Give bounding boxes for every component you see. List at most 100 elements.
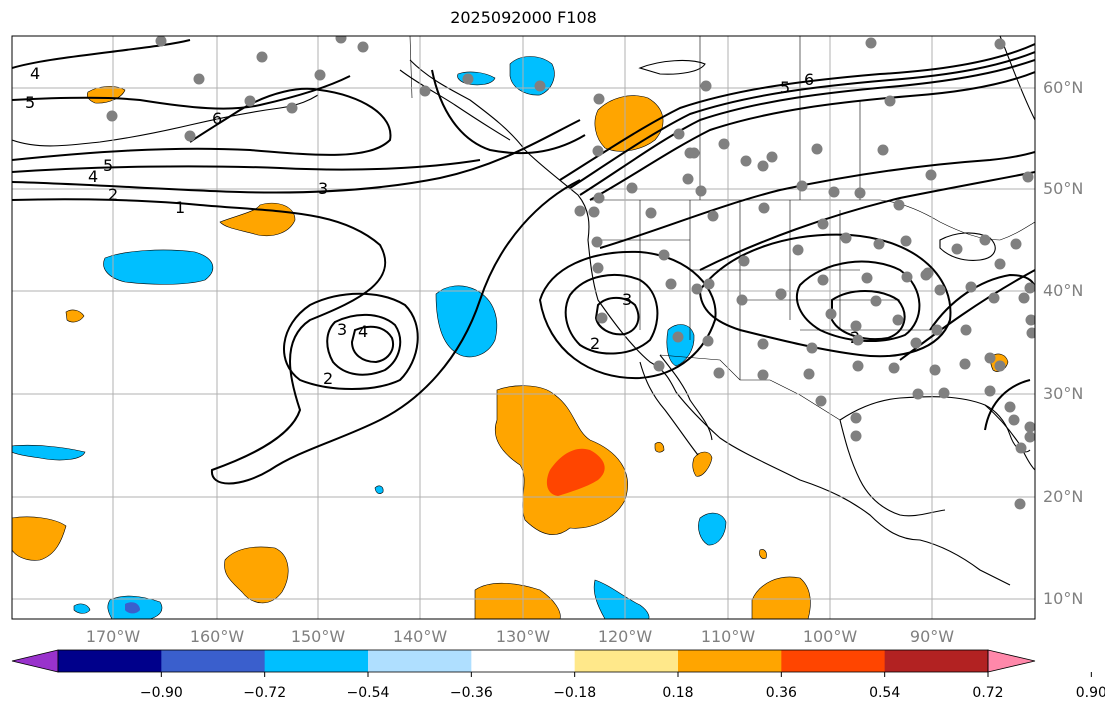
station-marker: [707, 210, 719, 222]
station-marker: [1015, 442, 1027, 454]
positive-anomaly-patch: [692, 451, 713, 477]
contour-label: 3: [622, 290, 632, 309]
lon-label: 110°W: [701, 627, 756, 646]
station-marker: [1024, 431, 1035, 443]
positive-anomaly-patch: [759, 549, 767, 559]
station-marker: [673, 128, 685, 140]
station-marker: [806, 342, 818, 354]
station-marker: [1004, 401, 1016, 413]
colorbar-segment: [884, 650, 989, 672]
station-marker: [1014, 498, 1026, 510]
map-title: 2025092000 F108: [450, 8, 597, 27]
station-marker: [828, 186, 840, 198]
station-marker: [740, 155, 752, 167]
positive-anomaly-patch: [751, 576, 811, 619]
station-marker: [884, 95, 896, 107]
colorbar-tick-label: −0.36: [450, 685, 493, 701]
station-marker: [592, 262, 604, 274]
station-marker: [286, 102, 298, 114]
station-marker: [682, 173, 694, 185]
contour-line-11: [431, 69, 586, 155]
contour-east-2: [899, 269, 1035, 361]
colorbar-tick-label: −0.90: [140, 685, 183, 701]
station-marker: [796, 180, 808, 192]
station-marker: [713, 367, 725, 379]
lon-label: 160°W: [190, 627, 245, 646]
station-marker: [811, 143, 823, 155]
contour-east-trough: [929, 273, 1035, 331]
contour-high-4-west: [350, 325, 394, 364]
station-marker: [994, 38, 1006, 50]
station-marker: [736, 294, 748, 306]
station-marker: [870, 295, 882, 307]
lat-label: 10°N: [1043, 589, 1083, 608]
station-marker: [922, 267, 934, 279]
station-marker: [888, 362, 900, 374]
station-marker: [653, 360, 665, 372]
station-marker: [965, 281, 977, 293]
contour-label: 2: [590, 334, 600, 353]
colorbar-tick-label: 0.36: [766, 685, 797, 701]
positive-anomaly-patch: [654, 442, 665, 453]
colorbar-segment: [781, 650, 886, 672]
contour-high-4-california: [594, 296, 640, 336]
station-marker: [865, 37, 877, 49]
station-marker: [873, 238, 885, 250]
contour-line-13: [699, 171, 1035, 271]
positive-anomaly-patch: [65, 309, 85, 323]
lon-label: 120°W: [598, 627, 653, 646]
lon-label: 90°W: [910, 627, 954, 646]
contour-line-1: [12, 179, 581, 485]
station-marker: [988, 292, 1000, 304]
contour-label: 4: [30, 64, 40, 83]
colorbar-extend-min: [11, 649, 59, 673]
station-marker: [979, 234, 991, 246]
weak-negative-anomaly-patch: [125, 602, 140, 614]
station-marker: [672, 331, 684, 343]
lat-label: 40°N: [1043, 281, 1083, 300]
negative-anomaly-patch: [12, 444, 86, 461]
station-marker: [106, 110, 118, 122]
station-marker: [534, 80, 546, 92]
contour-label: 1: [175, 198, 185, 217]
latitude-labels: 60°N 50°N 40°N 30°N 20°N 10°N: [1043, 78, 1083, 608]
map-border: [11, 35, 1036, 620]
contour-high-3-california: [564, 274, 659, 355]
station-marker: [925, 169, 937, 181]
station-marker: [335, 36, 347, 44]
station-layer: [106, 36, 1035, 510]
contour-label: 5: [103, 156, 113, 175]
station-marker: [775, 288, 787, 300]
contour-line-5: [12, 75, 351, 110]
contour-label: 5: [780, 78, 790, 97]
contour-layer: [12, 39, 1035, 485]
colorbar-tick-label: 0.18: [662, 685, 693, 701]
lat-label: 30°N: [1043, 384, 1083, 403]
positive-anomaly-patch: [474, 582, 561, 619]
station-marker: [852, 334, 864, 346]
contour-line-3: [12, 159, 481, 173]
lat-label: 20°N: [1043, 487, 1083, 506]
station-marker: [574, 205, 586, 217]
gulf-of-california-coast: [659, 354, 713, 441]
negative-anomaly-patch: [374, 485, 384, 494]
station-marker: [960, 324, 972, 336]
contour-high-3-central: [795, 260, 921, 343]
station-marker: [757, 369, 769, 381]
station-marker: [959, 358, 971, 370]
station-marker: [593, 192, 605, 204]
colorbar-tick-label: −0.72: [243, 685, 286, 701]
station-marker: [1024, 421, 1035, 433]
negative-anomaly-patch: [73, 603, 91, 614]
station-marker: [817, 274, 829, 286]
strong-positive-anomaly-patch: [546, 448, 605, 496]
station-marker: [815, 395, 827, 407]
colorbar-extend-max: [987, 649, 1036, 673]
colorbar-segment: [264, 650, 369, 672]
contour-label: 3: [318, 179, 328, 198]
canada-lake: [638, 60, 706, 75]
station-marker: [193, 73, 205, 85]
station-marker: [901, 271, 913, 283]
negative-anomaly-patch: [698, 512, 727, 546]
